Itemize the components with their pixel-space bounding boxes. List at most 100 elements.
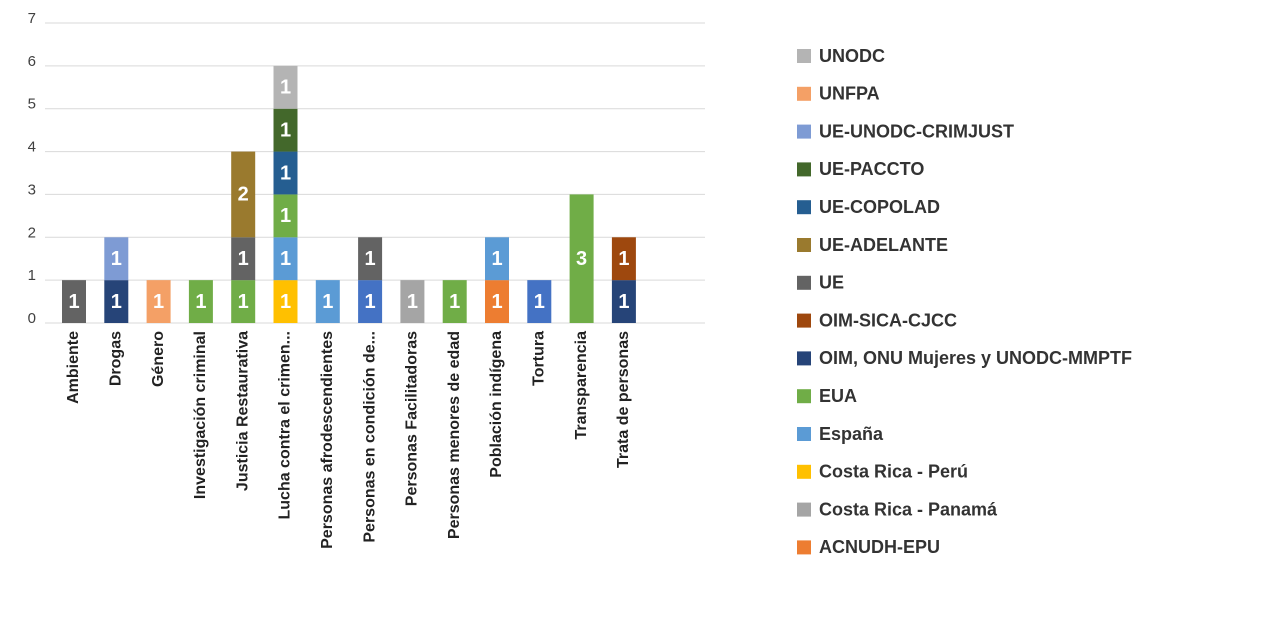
legend-label: UE-COPOLAD <box>819 197 940 217</box>
bar-segment <box>273 108 298 152</box>
legend-label: UE-UNODC-CRIMJUST <box>819 121 1014 141</box>
data-label: 1 <box>280 162 291 184</box>
x-tick-label: Transparencia <box>573 331 590 440</box>
legend-label: OIM-SICA-CJCC <box>819 310 957 330</box>
y-tick-label: 4 <box>28 139 36 156</box>
bar-segment <box>273 65 298 109</box>
legend-label: UE <box>819 273 844 293</box>
bar-segment <box>231 237 256 281</box>
bar-segment <box>273 194 298 238</box>
y-tick-label: 0 <box>28 310 36 327</box>
legend-swatch <box>797 502 811 517</box>
legend-label: OIM, ONU Mujeres y UNODC-MMPTF <box>819 348 1132 368</box>
bar-segment <box>104 280 129 323</box>
legend-label: Costa Rica - Perú <box>819 462 968 482</box>
legend-swatch <box>797 238 811 252</box>
legend-label: UE-PACCTO <box>819 159 924 179</box>
y-tick-label: 3 <box>28 181 36 198</box>
y-tick-label: 5 <box>28 96 36 113</box>
data-label: 1 <box>111 291 122 313</box>
legend-label: UE-ADELANTE <box>819 235 948 255</box>
data-label: 1 <box>534 291 545 313</box>
y-tick-label: 2 <box>28 224 36 241</box>
bar-segment <box>146 280 171 323</box>
data-label: 2 <box>238 184 249 206</box>
data-label: 1 <box>111 248 122 270</box>
x-tick-label: Personas afrodescendientes <box>319 331 336 549</box>
x-tick-label: Justicia Restaurativa <box>234 331 251 491</box>
bar-segment <box>442 280 467 323</box>
data-label: 1 <box>365 248 376 270</box>
y-tick-label: 7 <box>28 10 36 27</box>
data-label: 1 <box>280 205 291 227</box>
bar-segment <box>231 280 256 323</box>
bar-segment <box>358 237 383 281</box>
bar-segment <box>611 237 636 281</box>
data-label: 1 <box>238 248 249 270</box>
legend-swatch <box>797 162 811 177</box>
data-label: 1 <box>491 291 502 313</box>
x-tick-label: Drogas <box>108 331 125 386</box>
legend-swatch <box>797 389 811 404</box>
legend-swatch <box>797 124 811 139</box>
legend-swatch <box>797 351 811 366</box>
legend-swatch <box>797 49 811 63</box>
data-label: 1 <box>618 291 629 313</box>
bar-segment <box>62 280 86 323</box>
data-label: 1 <box>195 291 206 313</box>
legend-swatch <box>797 86 811 101</box>
legend-label: UNFPA <box>819 84 880 104</box>
y-tick-label: 1 <box>28 267 36 284</box>
data-label: 1 <box>280 248 291 270</box>
data-label: 1 <box>153 291 164 313</box>
bar-segment <box>273 237 298 281</box>
legend-swatch <box>797 464 811 479</box>
data-label: 1 <box>322 291 333 313</box>
x-tick-label: Lucha contra el crimen... <box>277 331 294 520</box>
x-tick-label: Población indígena <box>488 331 505 478</box>
data-label: 1 <box>365 291 376 313</box>
x-tick-label: Personas Facilitadoras <box>404 331 421 506</box>
x-tick-label: Trata de personas <box>615 331 632 468</box>
x-tick-label: Género <box>150 331 167 387</box>
bar-segment <box>188 280 213 323</box>
data-label: 1 <box>618 248 629 270</box>
y-tick-label: 6 <box>28 53 36 70</box>
bar-segment <box>315 280 340 323</box>
legend-swatch <box>797 427 811 441</box>
data-label: 3 <box>576 248 587 270</box>
bar-segment <box>569 194 594 323</box>
bar-segment <box>104 237 129 281</box>
legend-swatch <box>797 313 811 328</box>
legend-swatch <box>797 540 811 555</box>
data-label: 1 <box>68 291 79 313</box>
bar-segment <box>273 151 298 195</box>
bar-segment <box>527 280 552 323</box>
x-tick-label: Tortura <box>531 331 548 386</box>
x-tick-label: Investigación criminal <box>192 331 209 499</box>
legend-label: ACNUDH-EPU <box>819 537 940 557</box>
bar-segment <box>273 280 298 323</box>
bar-segment <box>485 280 509 323</box>
bar-segment <box>611 280 636 323</box>
bar-segment <box>485 237 509 281</box>
data-label: 1 <box>449 291 460 313</box>
data-label: 1 <box>407 291 418 313</box>
x-tick-label: Personas en condición de... <box>361 331 378 543</box>
legend-swatch <box>797 200 811 215</box>
x-tick-label: Personas menores de edad <box>446 331 463 539</box>
data-label: 1 <box>280 119 291 141</box>
data-label: 1 <box>238 291 249 313</box>
data-label: 1 <box>280 77 291 99</box>
x-tick-label: Ambiente <box>65 331 82 404</box>
bar-segment <box>231 151 256 238</box>
legend-label: España <box>819 424 884 444</box>
bar-segment <box>400 280 425 323</box>
data-label: 1 <box>491 248 502 270</box>
data-label: 1 <box>280 291 291 313</box>
legend-swatch <box>797 275 811 290</box>
legend-label: EUA <box>819 386 857 406</box>
legend-label: UNODC <box>819 46 885 66</box>
legend-label: Costa Rica - Panamá <box>819 499 998 519</box>
